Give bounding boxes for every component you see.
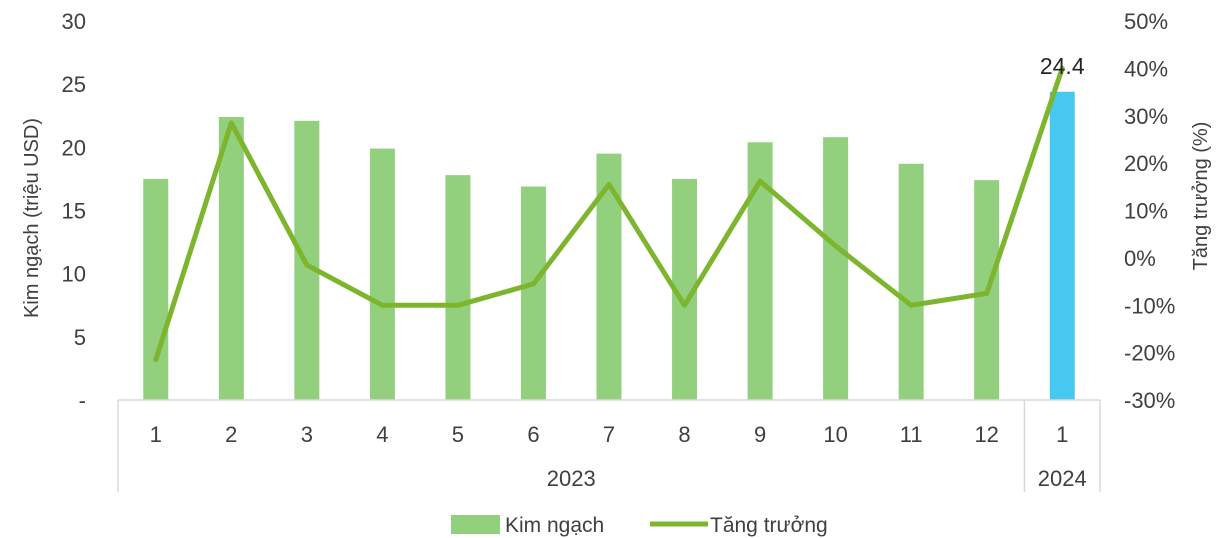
bar [1049, 91, 1075, 400]
x-tick-label: 5 [452, 422, 464, 447]
legend-label-kim-ngach: Kim ngạch [505, 514, 604, 537]
bar [823, 137, 849, 400]
legend-label-tang-truong: Tăng trưởng [710, 514, 828, 537]
bar [898, 163, 924, 400]
left-tick-label: 5 [74, 325, 86, 350]
bar [596, 153, 622, 400]
data-labels: 24.4 [1040, 53, 1085, 79]
x-tick-label: 4 [376, 422, 388, 447]
legend: Kim ngạch Tăng trưởng [451, 514, 828, 537]
left-tick-label: 10 [62, 262, 86, 287]
left-tick-label: - [79, 388, 86, 413]
right-axis-ticks: -30% -20% -10% 0% 10% 20% 30% 40% 50% [1124, 9, 1175, 413]
x-tick-label: 1 [150, 422, 162, 447]
bar-series [143, 91, 1075, 400]
x-tick-label: 3 [301, 422, 313, 447]
legend-swatch-kim-ngach [451, 515, 500, 534]
bar [445, 175, 471, 400]
x-tick-label: 9 [754, 422, 766, 447]
x-tick-label: 2 [225, 422, 237, 447]
right-tick-label: -30% [1124, 388, 1175, 413]
right-tick-label: 10% [1124, 199, 1168, 224]
x-tick-label: 10 [823, 422, 847, 447]
y2-axis-title: Tăng trưởng (%) [1190, 122, 1212, 271]
left-axis-ticks: - 5 10 15 20 25 30 [62, 9, 86, 413]
x-tick-label: 6 [527, 422, 539, 447]
bar [143, 178, 169, 400]
growth-line [153, 65, 1065, 363]
x-tick-label: 8 [678, 422, 690, 447]
x-tick-label: 12 [974, 422, 998, 447]
bar [369, 148, 395, 400]
left-tick-label: 15 [62, 199, 86, 224]
line-series [153, 65, 1065, 363]
bar [218, 117, 244, 400]
right-tick-label: 40% [1124, 56, 1168, 81]
group-label: 2023 [547, 466, 596, 491]
y-axis-title: Kim ngạch (triệu USD) [21, 118, 43, 318]
right-tick-label: -10% [1124, 293, 1175, 318]
right-tick-label: 20% [1124, 151, 1168, 176]
bar [520, 186, 546, 400]
x-tick-label: 7 [603, 422, 615, 447]
x-tick-label: 1 [1056, 422, 1068, 447]
data-label: 24.4 [1040, 53, 1085, 79]
left-tick-label: 25 [62, 72, 86, 97]
right-tick-label: 0% [1124, 246, 1156, 271]
right-tick-label: -20% [1124, 341, 1175, 366]
group-label: 2024 [1038, 466, 1087, 491]
left-tick-label: 20 [62, 135, 86, 160]
x-tick-label: 11 [900, 422, 923, 447]
right-tick-label: 50% [1124, 9, 1168, 34]
right-tick-label: 30% [1124, 104, 1168, 129]
left-tick-label: 30 [62, 9, 86, 34]
